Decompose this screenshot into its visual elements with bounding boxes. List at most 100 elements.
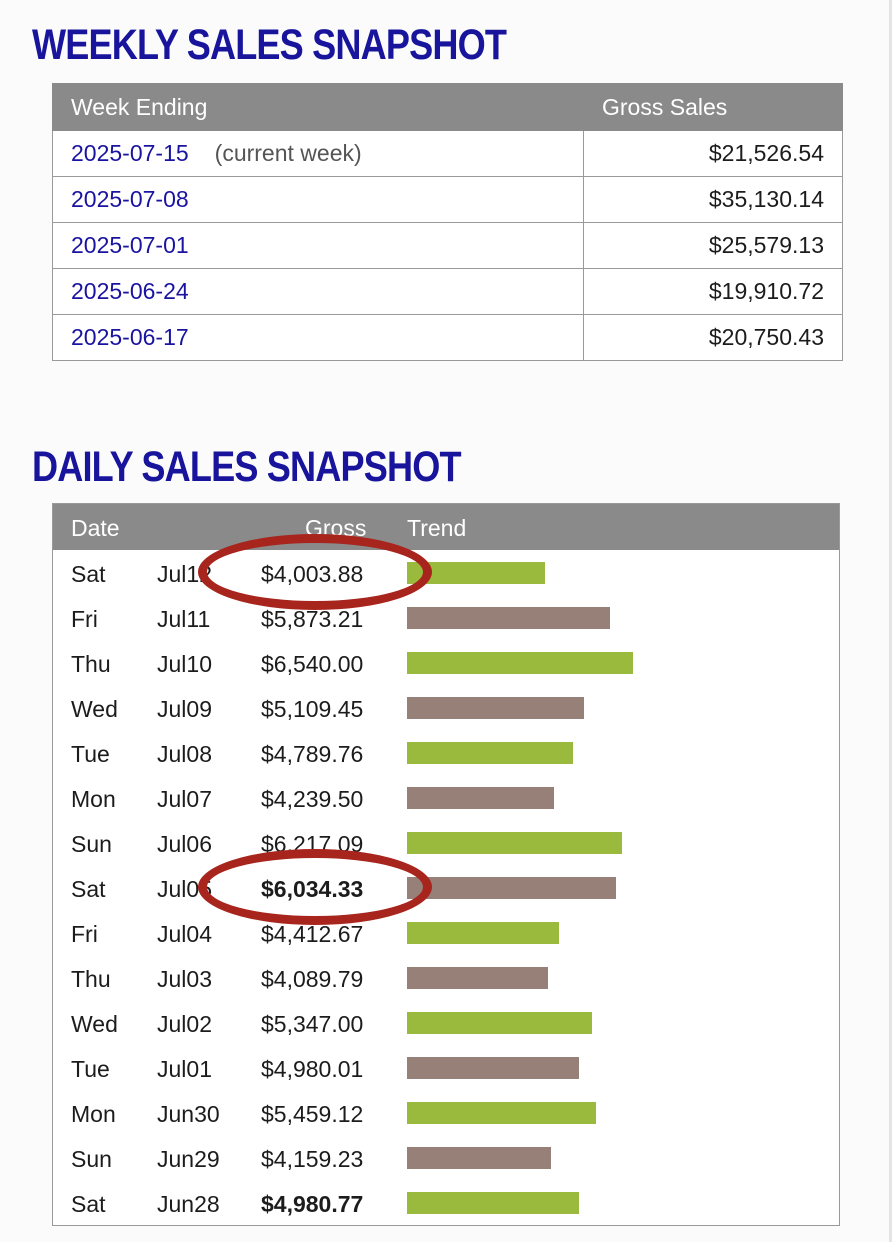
trend-bar-down (407, 697, 584, 719)
week-ending-link[interactable]: 2025-06-24 (71, 278, 189, 304)
gross-sales-header: Gross Sales (583, 83, 843, 131)
gross-cell: $5,459.12 (261, 1101, 364, 1127)
daily-row: Tue Jul01 $4,980.01 (53, 1046, 839, 1091)
date-cell: Jun30 (157, 1101, 220, 1127)
date-header: Date (71, 515, 120, 541)
date-cell: Jun29 (157, 1146, 220, 1172)
trend-bar-down (407, 607, 610, 629)
daily-row: Sat Jun28 $4,980.77 (53, 1181, 839, 1226)
gross-sales-cell: $25,579.13 (583, 222, 843, 269)
week-ending-cell: 2025-06-17 (52, 314, 584, 361)
day-cell: Mon (71, 786, 116, 812)
weekly-row: 2025-07-01 $25,579.13 (52, 222, 843, 269)
daily-row: Wed Jul02 $5,347.00 (53, 1001, 839, 1046)
date-cell: Jul04 (157, 921, 212, 947)
trend-bar-down (407, 1147, 551, 1169)
day-cell: Sat (71, 1191, 106, 1217)
daily-sales-heading: DAILY SALES SNAPSHOT (32, 443, 462, 491)
gross-cell: $4,003.88 (261, 561, 364, 587)
daily-row: Fri Jul04 $4,412.67 (53, 911, 839, 956)
trend-bar-up (407, 742, 573, 764)
window-edge (889, 0, 892, 1242)
gross-sales-cell: $35,130.14 (583, 176, 843, 223)
daily-row: Tue Jul08 $4,789.76 (53, 731, 839, 776)
daily-row: Mon Jul07 $4,239.50 (53, 776, 839, 821)
day-cell: Thu (71, 966, 111, 992)
weekly-row: 2025-06-24 $19,910.72 (52, 268, 843, 315)
week-ending-link[interactable]: 2025-06-17 (71, 324, 189, 350)
date-cell: Jul12 (157, 561, 212, 587)
week-ending-link[interactable]: 2025-07-01 (71, 232, 189, 258)
weekly-sales-table: Week Ending Gross Sales 2025-07-15 (curre… (52, 83, 843, 361)
daily-row: Mon Jun30 $5,459.12 (53, 1091, 839, 1136)
daily-row: Thu Jul10 $6,540.00 (53, 641, 839, 686)
daily-header-row: Date Gross Trend (53, 504, 839, 550)
gross-cell: $4,789.76 (261, 741, 364, 767)
day-cell: Sun (71, 831, 112, 857)
daily-row: Sun Jun29 $4,159.23 (53, 1136, 839, 1181)
trend-bar-down (407, 967, 548, 989)
day-cell: Thu (71, 651, 111, 677)
trend-bar-up (407, 1012, 592, 1034)
weekly-sales-heading: WEEKLY SALES SNAPSHOT (32, 21, 507, 69)
trend-bar-down (407, 877, 616, 899)
gross-cell: $4,239.50 (261, 786, 364, 812)
date-cell: Jul09 (157, 696, 212, 722)
trend-bar-up (407, 922, 559, 944)
daily-sales-table: Date Gross Trend Sat Jul12 $4,003.88 Fri Jul… (52, 503, 840, 1226)
gross-cell: $4,412.67 (261, 921, 364, 947)
day-cell: Wed (71, 696, 118, 722)
trend-bar-up (407, 652, 633, 674)
trend-bar-up (407, 562, 545, 584)
week-ending-link[interactable]: 2025-07-08 (71, 186, 189, 212)
date-cell: Jul01 (157, 1056, 212, 1082)
day-cell: Fri (71, 921, 98, 947)
week-ending-cell: 2025-07-15 (current week) (52, 130, 584, 177)
gross-cell: $6,540.00 (261, 651, 364, 677)
date-cell: Jul11 (157, 606, 211, 632)
weekly-row: 2025-06-17 $20,750.43 (52, 314, 843, 361)
gross-sales-cell: $21,526.54 (583, 130, 843, 177)
gross-cell: $5,873.21 (261, 606, 364, 632)
trend-bar-up (407, 1192, 579, 1214)
day-cell: Mon (71, 1101, 116, 1127)
daily-row: Sat Jul05 $6,034.33 (53, 866, 839, 911)
trend-bar-up (407, 832, 622, 854)
gross-cell: $6,034.33 (261, 876, 364, 902)
gross-cell: $4,159.23 (261, 1146, 364, 1172)
gross-cell: $4,980.01 (261, 1056, 364, 1082)
weekly-row: 2025-07-08 $35,130.14 (52, 176, 843, 223)
week-ending-header: Week Ending (52, 83, 584, 131)
daily-row: Sun Jul06 $6,217.09 (53, 821, 839, 866)
date-cell: Jun28 (157, 1191, 220, 1217)
weekly-row: 2025-07-15 (current week) $21,526.54 (52, 130, 843, 177)
daily-row: Thu Jul03 $4,089.79 (53, 956, 839, 1001)
week-ending-cell: 2025-07-08 (52, 176, 584, 223)
gross-cell: $4,980.77 (261, 1191, 364, 1217)
date-cell: Jul06 (157, 831, 212, 857)
week-ending-cell: 2025-06-24 (52, 268, 584, 315)
day-cell: Sat (71, 876, 106, 902)
week-ending-cell: 2025-07-01 (52, 222, 584, 269)
day-cell: Tue (71, 741, 110, 767)
trend-bar-down (407, 787, 554, 809)
date-cell: Jul03 (157, 966, 212, 992)
gross-cell: $6,217.09 (261, 831, 364, 857)
day-cell: Sat (71, 561, 106, 587)
daily-row: Wed Jul09 $5,109.45 (53, 686, 839, 731)
gross-cell: $5,347.00 (261, 1011, 364, 1037)
daily-row: Sat Jul12 $4,003.88 (53, 551, 839, 596)
trend-bar-down (407, 1057, 579, 1079)
day-cell: Fri (71, 606, 98, 632)
trend-bar-up (407, 1102, 596, 1124)
daily-row: Fri Jul11 $5,873.21 (53, 596, 839, 641)
week-ending-link[interactable]: 2025-07-15 (71, 140, 189, 166)
date-cell: Jul07 (157, 786, 212, 812)
current-week-note: (current week) (214, 140, 362, 166)
weekly-header-row: Week Ending Gross Sales (52, 83, 843, 131)
trend-header: Trend (407, 515, 467, 541)
date-cell: Jul05 (157, 876, 212, 902)
date-cell: Jul10 (157, 651, 212, 677)
gross-cell: $5,109.45 (261, 696, 364, 722)
date-cell: Jul02 (157, 1011, 212, 1037)
